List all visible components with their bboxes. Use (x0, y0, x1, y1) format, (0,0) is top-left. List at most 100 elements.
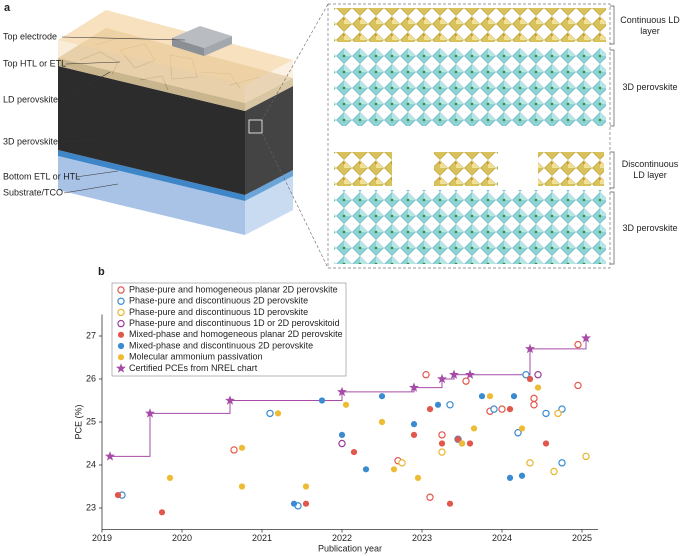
circle-marker (378, 393, 386, 400)
legend-label: Phase-pure and homogeneous planar 2D per… (129, 284, 338, 294)
open-circle-marker (438, 448, 446, 456)
crystal-structure (327, 3, 611, 269)
leader-lines (61, 36, 186, 194)
open-circle-marker (582, 452, 590, 461)
open-circle-marker (574, 381, 582, 390)
circle-marker (470, 425, 478, 432)
x-tick-label: 2023 (412, 533, 432, 543)
open-circle-marker (490, 405, 498, 413)
circle-marker (378, 418, 386, 426)
y-tick-label: 27 (86, 330, 96, 340)
step-line (530, 338, 587, 350)
circle-marker (466, 440, 474, 447)
open-circle-marker (530, 401, 538, 409)
circle-marker (426, 406, 434, 413)
open-circle-marker (542, 409, 550, 418)
x-tick-label: 2024 (492, 533, 512, 543)
layer-label: LD perovskite (3, 94, 58, 104)
circle-marker (238, 444, 246, 451)
brackets (610, 5, 615, 265)
circle-marker (158, 509, 166, 516)
step-line (110, 413, 151, 457)
circle-marker (506, 406, 514, 413)
step-line (150, 400, 231, 414)
open-circle-marker (526, 459, 534, 467)
circle-marker (458, 440, 466, 447)
circle-marker (114, 492, 122, 499)
panel-label: b (98, 266, 105, 278)
legend-label: Phase-pure and discontinuous 1D perovski… (129, 307, 308, 317)
legend-label: Mixed-phase and discontinuous 2D perovsk… (129, 340, 313, 350)
step-line (230, 391, 343, 401)
circle-marker (410, 431, 418, 438)
circle-marker (410, 421, 418, 428)
x-tick-label: 2021 (252, 533, 272, 543)
open-circle-marker (422, 371, 430, 379)
circle-marker (534, 384, 542, 391)
circle-marker (454, 436, 462, 443)
circle-marker (318, 397, 326, 404)
y-tick-label: 24 (86, 459, 96, 469)
open-circle-marker (550, 467, 558, 476)
star-marker (225, 395, 235, 405)
zoom-label: Discontinuous LD layer (621, 159, 679, 180)
circle-marker (506, 474, 514, 481)
star-marker (465, 369, 475, 379)
layer-label: Top electrode (3, 31, 57, 41)
y-tick-label: 25 (86, 416, 96, 426)
circle-marker (117, 342, 125, 350)
open-circle-marker (426, 493, 434, 501)
open-circle-marker (230, 446, 238, 454)
y-axis-label: PCE (%) (73, 404, 83, 439)
panel-label: a (4, 2, 11, 14)
star-marker (105, 451, 115, 461)
zoom-label: Continuous LD layer (620, 15, 680, 36)
star-marker (437, 373, 447, 384)
layer-label: Substrate/TCO (3, 187, 63, 197)
circle-marker (390, 466, 398, 473)
star-marker (449, 369, 459, 379)
circle-marker (446, 500, 454, 507)
circle-marker (342, 401, 350, 408)
circle-marker (302, 500, 310, 507)
legend-box (111, 282, 347, 377)
circle-marker (438, 440, 446, 447)
circle-marker (238, 483, 246, 490)
open-circle-marker (498, 405, 506, 413)
legend-label: Mixed-phase and homogeneous planar 2D pe… (129, 329, 343, 339)
star-marker (337, 386, 347, 397)
x-axis-label: Publication year (318, 543, 382, 553)
step-line (342, 387, 415, 393)
circle-marker (478, 393, 486, 400)
step-line (470, 348, 531, 376)
layer-label: Bottom ETL or HTL (3, 171, 80, 181)
circle-marker (542, 440, 550, 447)
y-tick-label: 23 (86, 502, 96, 512)
open-circle-marker (117, 297, 125, 305)
open-circle-marker (338, 439, 346, 448)
open-circle-marker (530, 394, 538, 403)
circle-marker (274, 410, 282, 417)
zoom-label: 3D perovskite (622, 223, 678, 233)
circle-marker (117, 354, 125, 361)
x-tick-label: 2019 (92, 533, 112, 543)
circle-marker (486, 393, 494, 400)
open-circle-marker (446, 401, 454, 409)
open-circle-marker (398, 459, 406, 467)
legend-label: Molecular ammonium passivation (129, 352, 263, 362)
open-circle-marker (117, 319, 125, 328)
legend-label: Phase-pure and discontinuous 2D perovski… (129, 296, 308, 306)
star-marker (409, 382, 419, 392)
star-marker (145, 408, 155, 418)
device (58, 3, 329, 269)
open-circle-marker (554, 409, 562, 418)
open-circle-marker (462, 377, 470, 385)
circle-marker (510, 393, 518, 400)
circle-marker (117, 331, 125, 338)
open-circle-marker (117, 308, 125, 317)
open-circle-marker (522, 371, 530, 379)
circle-marker (518, 425, 526, 432)
open-circle-marker (438, 431, 446, 439)
